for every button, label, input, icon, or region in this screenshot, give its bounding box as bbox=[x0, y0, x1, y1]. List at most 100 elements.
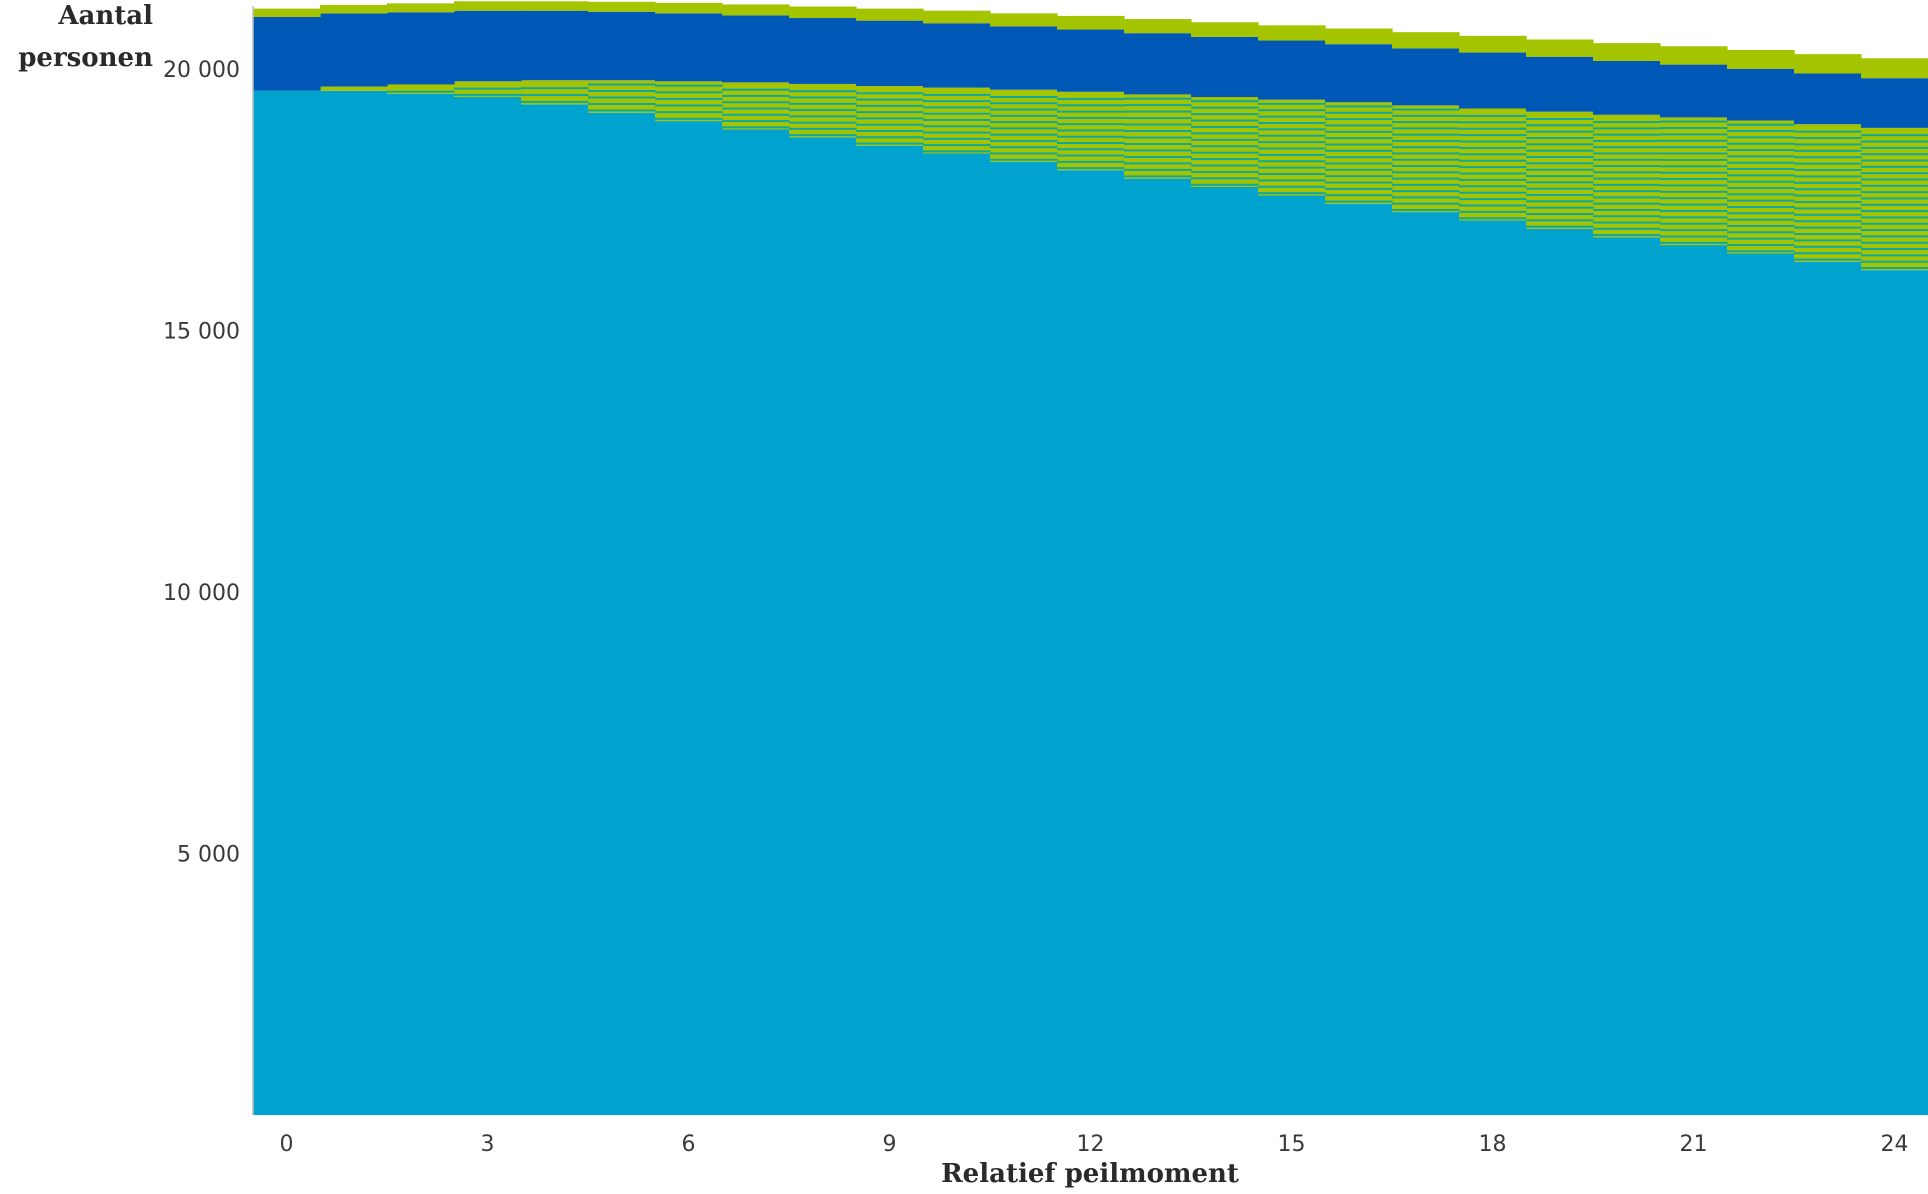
stripe-line bbox=[1124, 110, 1192, 113]
stripe-line bbox=[1526, 143, 1594, 146]
x-tick-label-21: 21 bbox=[1680, 1132, 1708, 1157]
stripe-line bbox=[1258, 109, 1326, 112]
area-segment-series-1-x-6 bbox=[655, 81, 723, 122]
stripe-line bbox=[1593, 234, 1661, 237]
area-segment-series-3-x-5 bbox=[588, 1, 656, 12]
stripe-line bbox=[1258, 173, 1326, 176]
stripe-line bbox=[1794, 162, 1862, 165]
stripe-line bbox=[1325, 137, 1393, 140]
stripe-line bbox=[1593, 158, 1661, 161]
stripe-line bbox=[856, 104, 924, 107]
stripe-line bbox=[1526, 213, 1594, 216]
area-segment-series-3-x-8 bbox=[789, 6, 857, 19]
stripe-line bbox=[856, 142, 924, 145]
stripe-line bbox=[990, 102, 1058, 105]
stripe-line bbox=[1392, 152, 1460, 155]
stripe-line bbox=[1727, 174, 1795, 177]
stripe-line bbox=[1124, 117, 1192, 120]
stripe-line bbox=[1727, 130, 1795, 133]
stripe-line bbox=[1727, 180, 1795, 183]
stripe-line bbox=[1526, 187, 1594, 190]
stripe-line bbox=[1392, 158, 1460, 161]
stripe-line bbox=[990, 133, 1058, 136]
area-segment-series-0-x-4 bbox=[521, 104, 589, 1116]
stripe-line bbox=[1727, 231, 1795, 234]
area-segment-series-3-x-11 bbox=[990, 13, 1058, 27]
area-segment-series-0-x-9 bbox=[856, 145, 924, 1116]
stripe-line bbox=[923, 100, 991, 103]
stripe-line bbox=[655, 84, 723, 87]
stripe-line bbox=[1057, 135, 1125, 138]
y-tick-label-15000: 15 000 bbox=[163, 319, 240, 344]
stripe-line bbox=[1794, 258, 1862, 261]
stripe-line bbox=[990, 121, 1058, 124]
stripe-line bbox=[1325, 105, 1393, 108]
stripe-line bbox=[1593, 208, 1661, 211]
stripe-line bbox=[1660, 139, 1728, 142]
stripe-line bbox=[1593, 139, 1661, 142]
stripe-line bbox=[990, 95, 1058, 98]
stripe-line bbox=[1526, 219, 1594, 222]
stripe-line bbox=[1861, 222, 1928, 225]
stripe-line bbox=[1191, 145, 1259, 148]
stripe-line bbox=[1861, 210, 1928, 213]
stripe-line bbox=[990, 114, 1058, 117]
stripe-line bbox=[521, 94, 589, 97]
stripe-line bbox=[1124, 104, 1192, 107]
area-segment-series-3-x-1 bbox=[320, 4, 388, 14]
stripe-line bbox=[1124, 149, 1192, 152]
stripe-line bbox=[1057, 154, 1125, 157]
area-segment-series-3-x-4 bbox=[521, 1, 589, 11]
stripe-line bbox=[1258, 192, 1326, 195]
stripe-line bbox=[588, 90, 656, 93]
stripe-line bbox=[1861, 165, 1928, 168]
area-segment-series-2-x-12 bbox=[1057, 29, 1125, 92]
stripe-line bbox=[1861, 216, 1928, 219]
stripe-line bbox=[1124, 175, 1192, 178]
stripe-line bbox=[1727, 155, 1795, 158]
x-axis-title: Relatief peilmoment bbox=[941, 1159, 1239, 1189]
area-segment-series-1-x-20 bbox=[1593, 114, 1661, 238]
area-segment-series-1-x-4 bbox=[521, 80, 589, 105]
stripe-line bbox=[1325, 111, 1393, 114]
stripe-line bbox=[1593, 171, 1661, 174]
area-segment-series-3-x-20 bbox=[1593, 43, 1661, 61]
stripe-line bbox=[1392, 202, 1460, 205]
stripe-line bbox=[990, 127, 1058, 130]
area-segment-series-3-x-12 bbox=[1057, 15, 1125, 30]
area-segment-series-2-x-15 bbox=[1258, 40, 1326, 100]
stripe-line bbox=[1593, 133, 1661, 136]
area-segment-series-3-x-23 bbox=[1794, 54, 1862, 74]
stripe-line bbox=[1392, 208, 1460, 211]
stripe-line bbox=[856, 136, 924, 139]
stripe-line bbox=[1258, 134, 1326, 137]
stripe-line bbox=[1861, 146, 1928, 149]
stripe-line bbox=[1392, 133, 1460, 136]
area-segment-series-2-x-16 bbox=[1325, 44, 1393, 103]
stripe-line bbox=[1325, 130, 1393, 133]
stripe-line bbox=[1593, 146, 1661, 149]
area-segment-series-2-x-21 bbox=[1660, 64, 1728, 118]
stripe-line bbox=[1861, 248, 1928, 251]
stripe-line bbox=[923, 118, 991, 121]
stripe-line bbox=[1660, 126, 1728, 129]
area-segment-series-2-x-0 bbox=[253, 16, 321, 91]
stripe-line bbox=[1794, 239, 1862, 242]
stripe-line bbox=[1124, 123, 1192, 126]
stripe-line bbox=[1258, 179, 1326, 182]
stripe-line bbox=[1459, 178, 1527, 181]
stripe-line bbox=[856, 111, 924, 114]
stripe-line bbox=[1258, 102, 1326, 105]
stripe-line bbox=[1258, 128, 1326, 131]
stripe-line bbox=[1660, 222, 1728, 225]
stripe-line bbox=[1124, 155, 1192, 158]
stripe-line bbox=[1392, 127, 1460, 130]
stripe-line bbox=[1794, 252, 1862, 255]
stripe-line bbox=[1057, 148, 1125, 151]
stripe-line bbox=[1526, 200, 1594, 203]
area-segment-series-0-x-8 bbox=[789, 137, 857, 1116]
stripe-line bbox=[387, 90, 455, 93]
x-axis-ticks: 0 3 6 9 12 15 18 21 24 bbox=[280, 1132, 1909, 1157]
stripe-line bbox=[1459, 127, 1527, 130]
stripe-line bbox=[521, 87, 589, 90]
